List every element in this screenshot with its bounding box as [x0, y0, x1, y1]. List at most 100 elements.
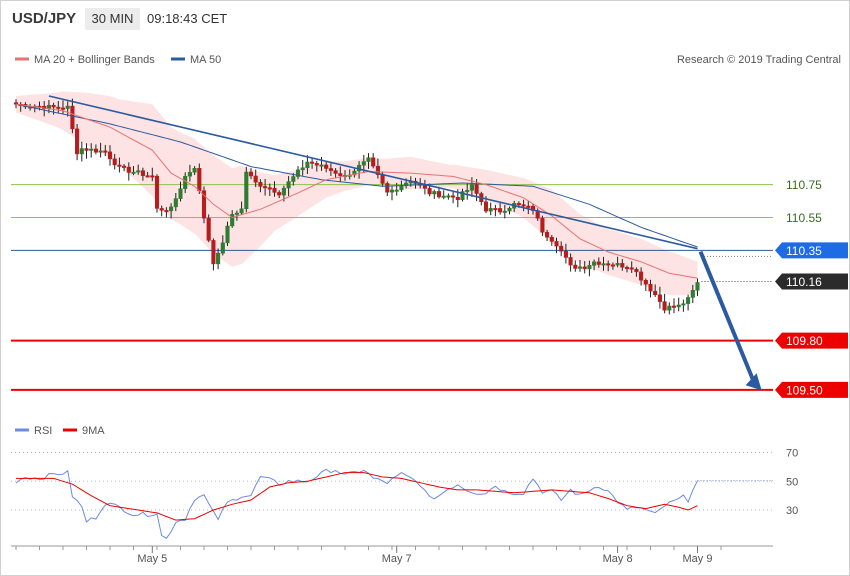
candle-body	[291, 176, 296, 182]
candle-body	[338, 173, 343, 176]
price-tag-109.80	[775, 332, 848, 349]
candle-body	[60, 107, 66, 110]
candle-body	[592, 261, 597, 266]
candle-body	[197, 168, 202, 191]
rsi-tick-label-70: 70	[786, 448, 798, 460]
candle-body	[136, 170, 141, 173]
x-tick-label: May 8	[603, 553, 633, 565]
candle-body	[695, 282, 700, 291]
candle-body	[70, 105, 75, 130]
candle-body	[606, 263, 611, 266]
candle-body	[84, 148, 89, 151]
candle-body	[169, 206, 174, 212]
rsi-tick-label-50: 50	[786, 476, 798, 488]
candle-body	[502, 210, 507, 213]
candle-body	[422, 185, 427, 189]
candle-body	[648, 283, 653, 292]
candle-body	[507, 207, 512, 212]
candle-body	[112, 158, 117, 166]
candle-body	[427, 188, 432, 195]
candle-body	[686, 297, 691, 304]
rsi-line	[15, 468, 698, 539]
price-label-109.80: 109.80	[786, 334, 823, 348]
candle-body	[451, 195, 456, 198]
candle-body	[126, 166, 131, 173]
price-label-110.35: 110.35	[786, 244, 822, 258]
projection-arrow-head	[745, 373, 762, 391]
candle-body	[653, 290, 658, 295]
candle-body	[56, 106, 61, 109]
candle-body	[295, 169, 301, 177]
candle-body	[140, 170, 145, 176]
candle-body	[253, 175, 258, 183]
candle-body	[230, 214, 235, 227]
candle-body	[314, 163, 319, 166]
rsi-ma-legend-label: 9MA	[82, 425, 105, 437]
candle-body	[394, 189, 399, 192]
candle-body	[361, 161, 366, 166]
symbol-label: USD/JPY	[12, 10, 77, 27]
candle-body	[225, 225, 230, 244]
price-tag-110.35	[775, 242, 848, 259]
candle-body	[681, 303, 686, 306]
candle-body	[79, 148, 84, 155]
candle-body	[582, 266, 587, 270]
candle-body	[657, 294, 662, 302]
ma20-line	[15, 103, 698, 279]
candle-body	[587, 265, 592, 270]
price-tag-110.16	[775, 273, 848, 290]
candle-body	[404, 182, 409, 187]
price-tag-109.50	[775, 381, 848, 398]
candle-body	[563, 250, 568, 258]
candle-body	[399, 185, 404, 191]
candle-body	[465, 190, 470, 193]
candle-body	[324, 164, 329, 169]
candle-body	[488, 208, 493, 212]
candle-body	[690, 290, 695, 298]
candle-body	[615, 263, 620, 266]
candle-body	[98, 150, 103, 153]
candle-body	[310, 161, 315, 164]
price-label-110.16: 110.16	[786, 275, 822, 289]
candle-body	[183, 175, 188, 189]
projection-arrow-shaft	[698, 250, 756, 382]
candle-body	[234, 212, 239, 215]
candle-body	[51, 104, 56, 108]
candle-body	[267, 187, 272, 190]
candle-body	[248, 171, 254, 177]
rsi-tick-label-30: 30	[786, 505, 798, 517]
candle-body	[446, 195, 451, 198]
candle-body	[154, 175, 160, 209]
candle-body	[216, 252, 221, 265]
candle-body	[333, 170, 338, 174]
candle-body	[432, 191, 437, 195]
candle-body	[540, 218, 545, 233]
rsi-legend-label: RSI	[34, 425, 52, 437]
candle-body	[366, 157, 371, 162]
candle-body	[263, 186, 268, 189]
candle-body	[192, 168, 197, 173]
candle-body	[667, 305, 672, 311]
candle-body	[554, 241, 559, 247]
candle-body	[385, 183, 390, 193]
candle-body	[380, 174, 385, 184]
candle-body	[103, 150, 108, 153]
candle-body	[436, 191, 442, 198]
candle-body	[93, 148, 98, 153]
candle-body	[460, 191, 465, 201]
copyright-label: Research © 2019 Trading Central	[677, 54, 841, 66]
candle-body	[596, 261, 601, 265]
candle-body	[328, 168, 333, 171]
x-tick-label: May 7	[382, 553, 412, 565]
candle-body	[150, 175, 155, 178]
candle-body	[164, 210, 169, 213]
interval-selector[interactable]: 30 MIN	[85, 8, 140, 30]
candle-body	[516, 203, 521, 206]
candle-body	[211, 240, 216, 265]
candle-body	[493, 208, 498, 211]
candle-body	[483, 201, 489, 212]
candle-body	[352, 170, 357, 176]
candle-body	[577, 266, 583, 269]
ma50-line	[15, 103, 698, 248]
